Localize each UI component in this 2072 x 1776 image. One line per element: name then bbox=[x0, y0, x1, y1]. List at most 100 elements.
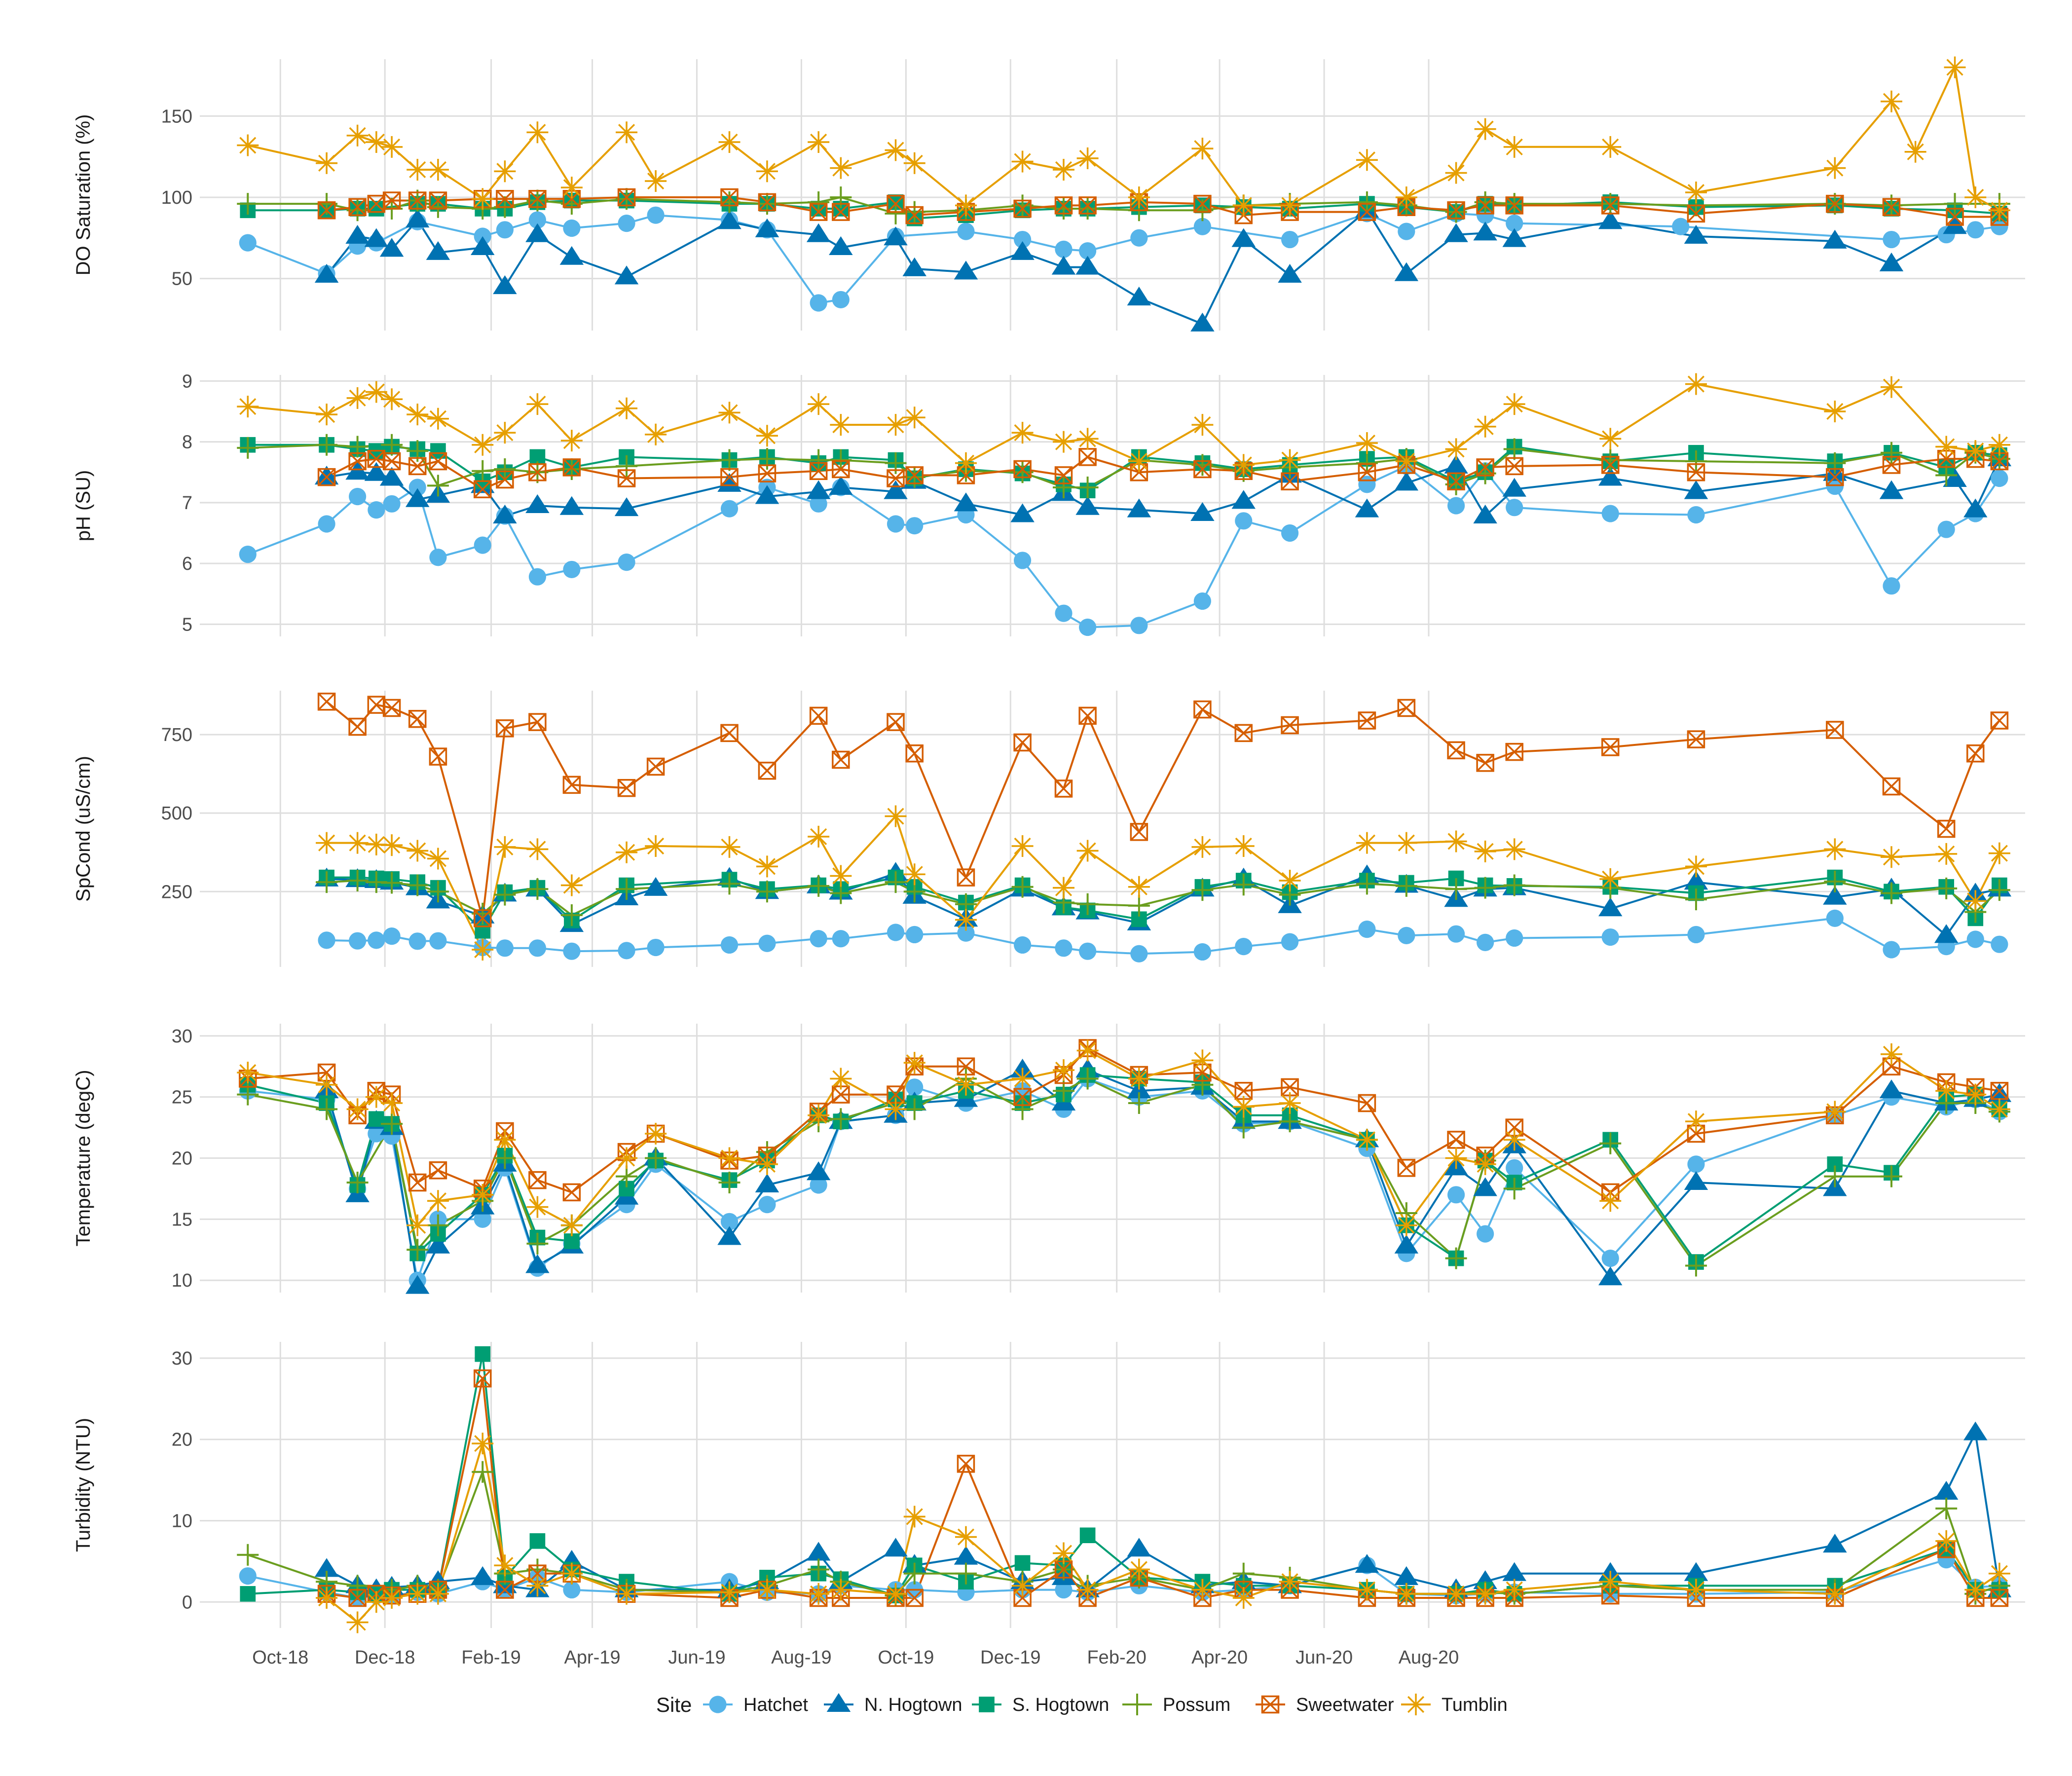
data-point bbox=[903, 1506, 925, 1528]
data-point bbox=[1076, 477, 1099, 499]
data-point bbox=[718, 131, 740, 153]
data-point bbox=[240, 1586, 256, 1602]
data-point bbox=[903, 1098, 925, 1120]
data-point bbox=[810, 1176, 827, 1194]
data-point bbox=[405, 208, 430, 228]
data-point bbox=[1193, 194, 1212, 213]
do-saturation-panel: 50 100 150 DO Saturation (%) bbox=[73, 56, 2025, 332]
y-tick-label: 20 bbox=[172, 1148, 192, 1169]
data-point bbox=[314, 263, 339, 283]
data-point bbox=[1964, 890, 1987, 912]
y-axis-title: SpCond (uS/cm) bbox=[73, 756, 94, 902]
data-point bbox=[1474, 191, 1496, 213]
data-point bbox=[1881, 90, 1903, 112]
data-point bbox=[887, 469, 905, 487]
y-tick-label: 6 bbox=[182, 554, 192, 574]
data-point bbox=[1076, 840, 1099, 862]
data-point bbox=[528, 189, 547, 208]
data-point bbox=[1395, 1583, 1417, 1605]
data-point bbox=[1193, 218, 1211, 235]
data-point bbox=[563, 219, 581, 237]
data-point bbox=[237, 1544, 259, 1566]
data-point bbox=[1013, 733, 1032, 752]
data-point bbox=[829, 476, 853, 495]
data-point bbox=[1355, 1554, 1379, 1573]
data-point bbox=[1963, 1421, 1988, 1441]
data-point bbox=[808, 825, 830, 848]
data-point bbox=[830, 1108, 852, 1130]
data-point bbox=[645, 170, 667, 192]
data-point bbox=[1882, 198, 1901, 216]
data-point bbox=[381, 872, 403, 894]
data-point bbox=[1075, 496, 1100, 515]
data-point bbox=[526, 838, 549, 860]
data-point bbox=[1358, 921, 1376, 938]
data-point bbox=[381, 434, 403, 456]
data-point bbox=[496, 221, 514, 239]
data-point bbox=[407, 1214, 429, 1236]
data-point bbox=[426, 1234, 450, 1254]
data-point bbox=[1078, 448, 1097, 466]
legend-item-hatchet: Hatchet bbox=[703, 1695, 808, 1715]
data-point bbox=[806, 1161, 831, 1181]
data-point bbox=[1231, 490, 1256, 509]
data-point bbox=[1823, 886, 1847, 905]
data-point bbox=[1601, 505, 1619, 522]
data-point bbox=[559, 246, 584, 265]
series-line-hatchet bbox=[247, 465, 2000, 629]
data-point bbox=[1685, 373, 1707, 395]
data-point bbox=[717, 1226, 741, 1245]
data-point bbox=[1127, 1538, 1151, 1557]
data-point bbox=[239, 1567, 257, 1585]
data-point bbox=[405, 488, 430, 507]
data-point bbox=[1011, 1575, 1034, 1597]
data-point bbox=[1988, 842, 2010, 864]
data-point bbox=[494, 458, 516, 481]
data-point bbox=[408, 932, 426, 950]
data-point bbox=[237, 437, 259, 459]
data-point bbox=[525, 494, 550, 514]
data-point bbox=[808, 131, 830, 153]
data-point bbox=[1447, 201, 1465, 220]
data-point bbox=[1937, 520, 1955, 538]
y-tick-label: 150 bbox=[161, 106, 192, 127]
data-point bbox=[905, 466, 924, 484]
data-point bbox=[1051, 256, 1076, 275]
data-point bbox=[345, 224, 370, 244]
x-tick-label: Apr-20 bbox=[1191, 1647, 1248, 1668]
data-point bbox=[1052, 877, 1074, 899]
data-point bbox=[1506, 1159, 1523, 1177]
data-point bbox=[472, 939, 494, 961]
data-point bbox=[1935, 1497, 1958, 1519]
data-point bbox=[472, 434, 494, 456]
data-point bbox=[1503, 136, 1525, 158]
data-point bbox=[832, 203, 850, 221]
series-points-tumblin bbox=[237, 1039, 2010, 1236]
data-point bbox=[1054, 1560, 1073, 1579]
data-point bbox=[1076, 428, 1099, 450]
data-point bbox=[1881, 376, 1903, 398]
data-point bbox=[885, 202, 907, 224]
data-point bbox=[1935, 436, 1958, 458]
data-point bbox=[1130, 945, 1148, 962]
data-point bbox=[1990, 1589, 2009, 1607]
data-point bbox=[616, 397, 638, 419]
data-point bbox=[364, 228, 389, 247]
data-point bbox=[317, 1063, 336, 1082]
data-point bbox=[1687, 463, 1705, 481]
data-point bbox=[1503, 874, 1525, 896]
data-point bbox=[1190, 312, 1215, 332]
data-point bbox=[239, 546, 257, 563]
data-point bbox=[1684, 224, 1708, 244]
data-point bbox=[1601, 738, 1620, 756]
data-point bbox=[903, 152, 925, 174]
y-tick-label: 5 bbox=[182, 614, 192, 635]
data-point bbox=[1599, 1132, 1622, 1154]
data-point bbox=[1130, 229, 1148, 247]
data-point bbox=[1881, 882, 1903, 904]
data-point bbox=[1395, 186, 1417, 208]
data-point bbox=[1826, 909, 1844, 927]
data-point bbox=[718, 836, 740, 858]
data-point bbox=[884, 1538, 908, 1557]
data-point bbox=[1506, 499, 1523, 517]
